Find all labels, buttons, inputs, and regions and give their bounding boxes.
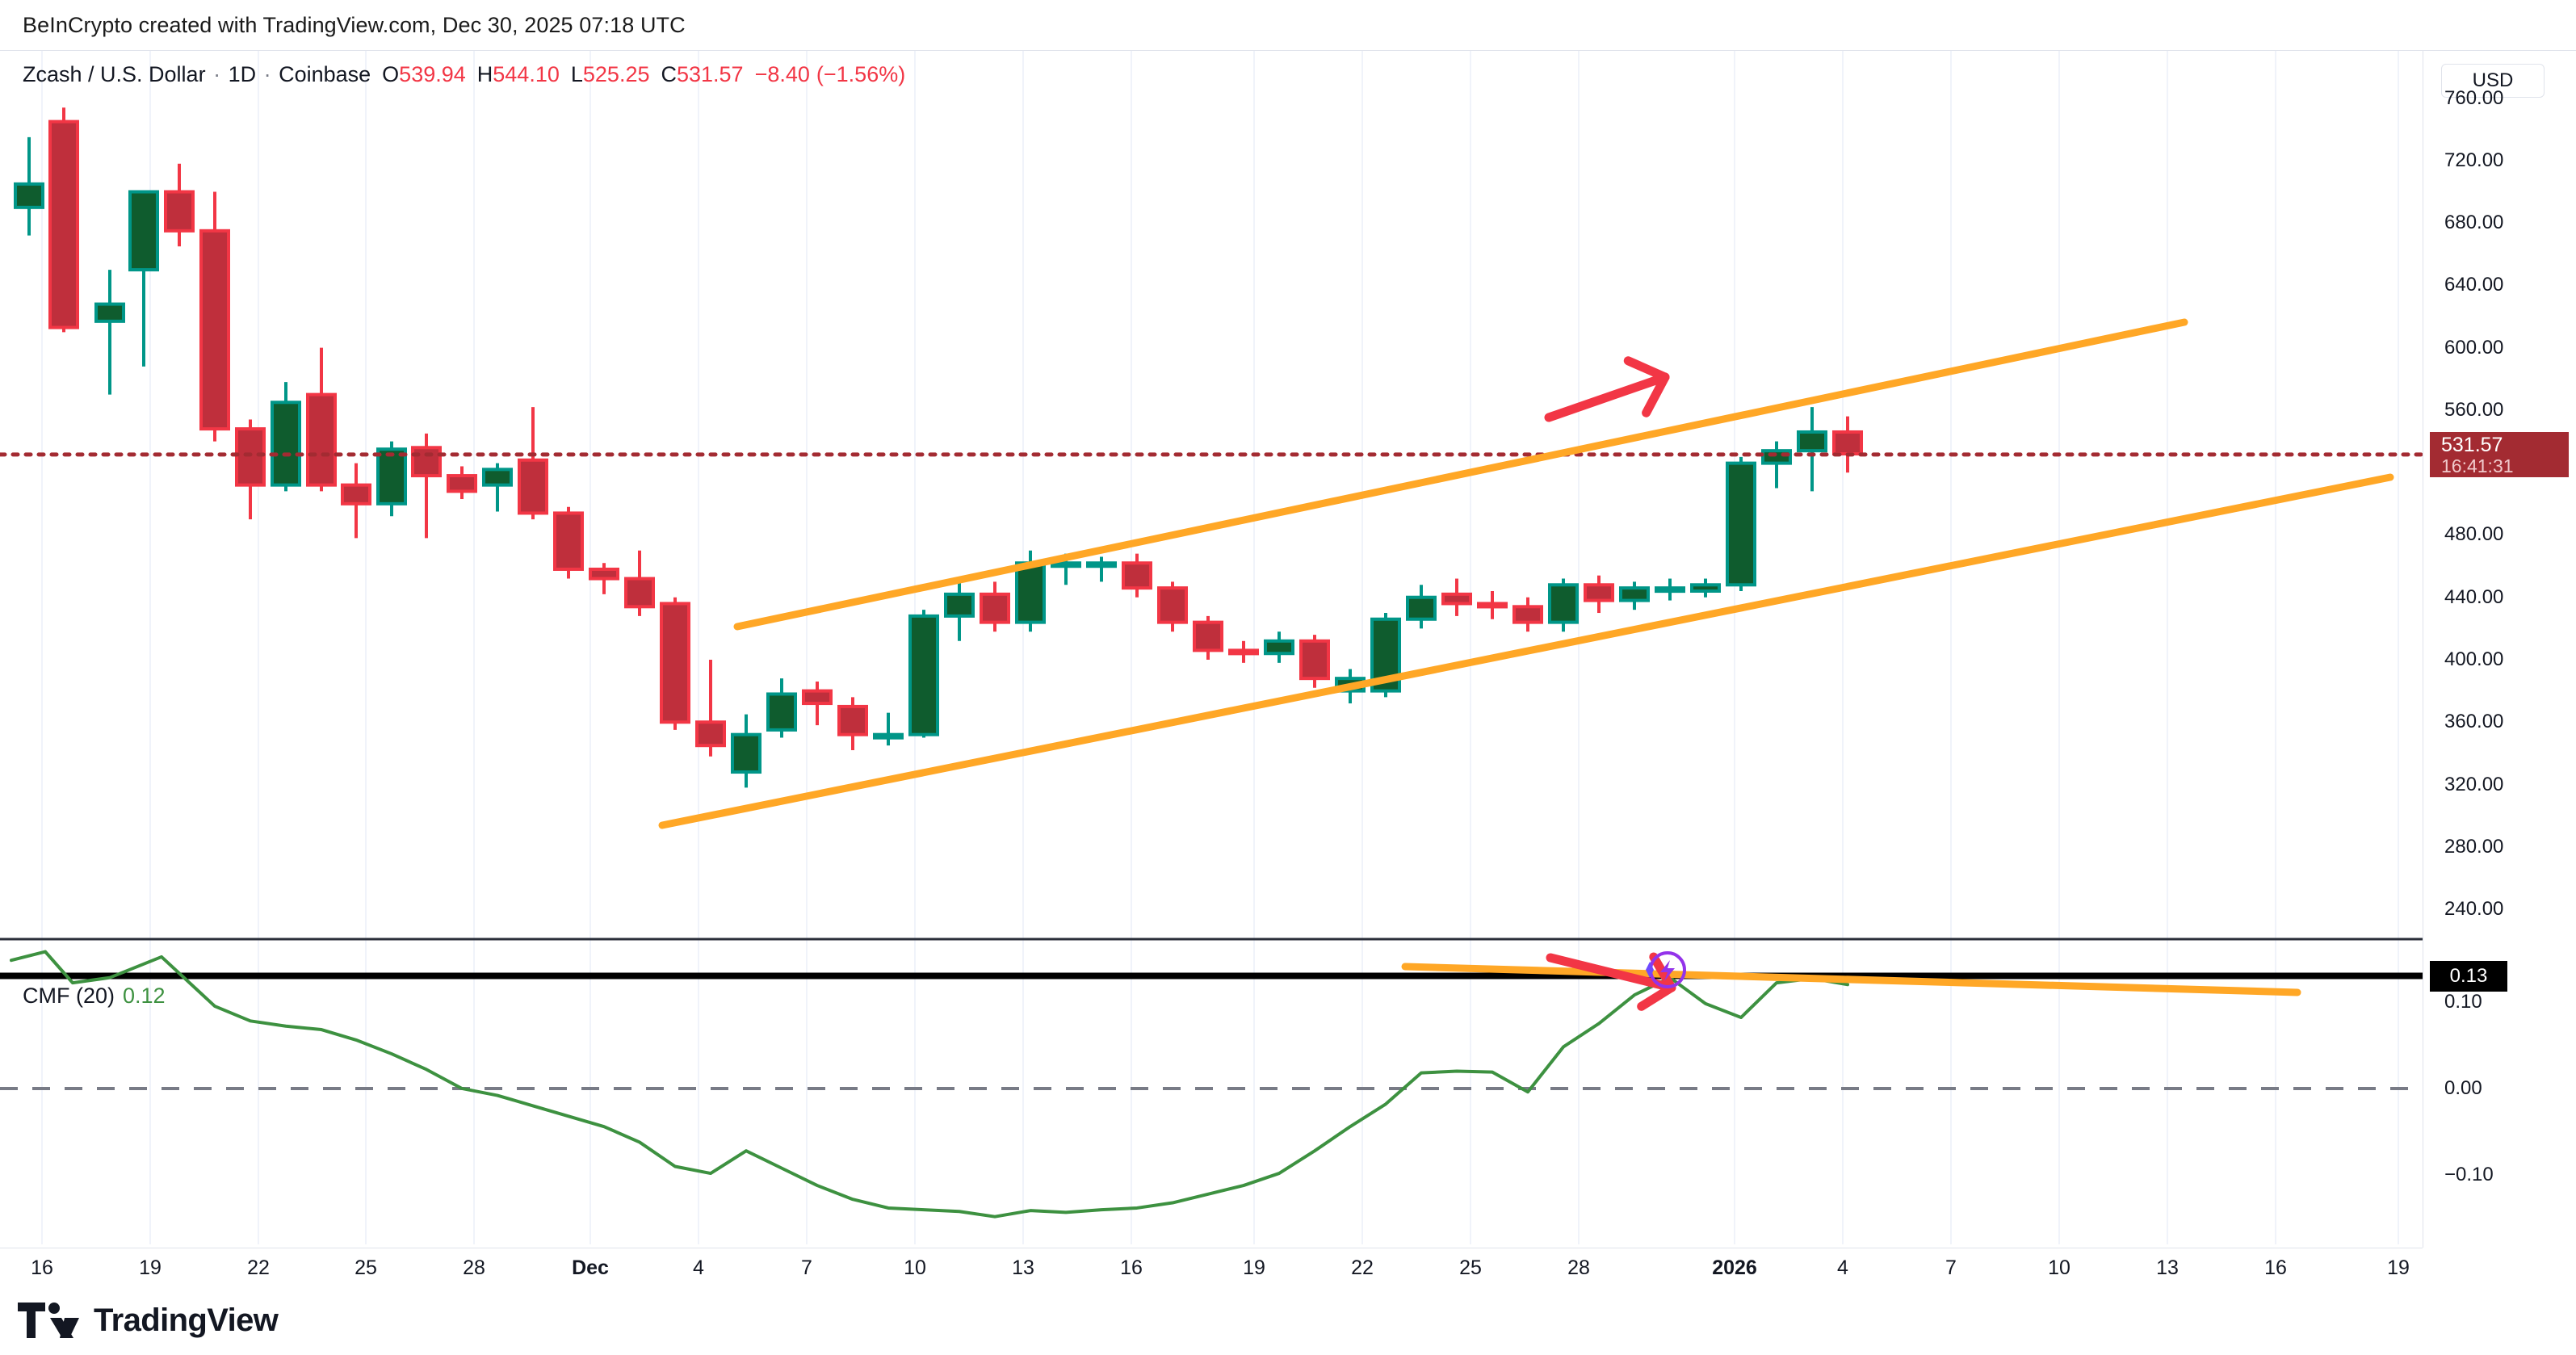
price-tick: 440.00 <box>2444 585 2504 608</box>
time-tick: 28 <box>1567 1256 1590 1279</box>
price-tick: 360.00 <box>2444 711 2504 733</box>
symbol-legend[interactable]: Zcash / U.S. Dollar · 1D · Coinbase O539.… <box>23 62 906 86</box>
price-tick: 480.00 <box>2444 523 2504 546</box>
last-price-value: 531.57 <box>2441 433 2503 456</box>
time-tick: 19 <box>1243 1256 1265 1279</box>
legend-low-label: L <box>570 62 583 86</box>
legend-close-label: C <box>661 62 677 86</box>
lightning-bolt-circle-icon[interactable] <box>1631 946 1689 996</box>
candlestick-series <box>14 107 1863 788</box>
time-tick: 19 <box>2387 1256 2410 1279</box>
price-tick: 320.00 <box>2444 773 2504 795</box>
time-tick: 13 <box>1012 1256 1034 1279</box>
time-axis[interactable]: 16 19 22 25 28 Dec 4 7 10 13 16 19 22 25 28 2026 4 7 10 13 1… <box>0 1248 2423 1286</box>
tradingview-logo-icon <box>18 1303 79 1338</box>
price-tick: 640.00 <box>2444 274 2504 296</box>
time-tick: 2026 <box>1712 1256 1757 1279</box>
time-tick: 16 <box>31 1256 53 1279</box>
time-tick: 25 <box>355 1256 377 1279</box>
cmf-axis[interactable]: 0.10 0.00 −0.10 0.13 <box>2423 939 2576 1248</box>
cmf-legend[interactable]: CMF (20) 0.12 <box>23 984 166 1009</box>
cmf-level-badge: 0.13 <box>2430 960 2507 992</box>
cmf-resistance-line <box>1401 963 2301 996</box>
price-tick: 280.00 <box>2444 835 2504 858</box>
time-tick: 4 <box>1837 1256 1848 1279</box>
legend-exchange[interactable]: Coinbase <box>279 62 371 86</box>
price-arrow-annotation[interactable] <box>1544 356 1670 422</box>
legend-symbol[interactable]: Zcash / U.S. Dollar <box>23 62 206 86</box>
legend-high-label: H <box>476 62 493 86</box>
cmf-tick: 0.10 <box>2444 990 2482 1013</box>
price-chart-pane[interactable] <box>0 51 2576 1286</box>
last-price-badge: 531.57 16:41:31 <box>2430 431 2569 477</box>
legend-low-value: 525.25 <box>582 62 650 86</box>
time-tick: Dec <box>572 1256 609 1279</box>
price-axis[interactable]: USD 760.00 720.00 680.00 640.00 600.00 560.00… <box>2423 51 2576 939</box>
legend-close-value: 531.57 <box>676 62 744 86</box>
legend-open-value: 539.94 <box>399 62 466 86</box>
time-tick: 4 <box>693 1256 704 1279</box>
legend-change-percent: (−1.56%) <box>816 62 906 86</box>
price-tick: 760.00 <box>2444 86 2504 109</box>
legend-open-label: O <box>382 62 400 86</box>
trend-channel[interactable] <box>658 318 2394 829</box>
legend-interval[interactable]: 1D <box>228 62 257 86</box>
time-tick: 22 <box>1351 1256 1374 1279</box>
legend-change: −8.40 <box>754 62 810 86</box>
price-tick: 680.00 <box>2444 212 2504 234</box>
time-tick: 28 <box>463 1256 485 1279</box>
time-tick: 10 <box>904 1256 926 1279</box>
grid-lines <box>0 51 2423 1244</box>
price-tick: 600.00 <box>2444 336 2504 359</box>
time-tick: 7 <box>801 1256 812 1279</box>
chart-frame: Zcash / U.S. Dollar · 1D · Coinbase O539.… <box>0 50 2576 1286</box>
price-tick: 560.00 <box>2444 398 2504 421</box>
tradingview-wordmark: TradingView <box>94 1302 279 1338</box>
price-tick: 400.00 <box>2444 648 2504 670</box>
time-tick: 13 <box>2156 1256 2179 1279</box>
attribution-bar: BeInCrypto created with TradingView.com,… <box>0 0 2576 50</box>
channel-upper-line <box>733 318 2188 631</box>
channel-lower-line <box>658 473 2394 829</box>
cmf-legend-value: 0.12 <box>123 984 166 1008</box>
time-tick: 25 <box>1459 1256 1482 1279</box>
legend-high-value: 544.10 <box>493 62 560 86</box>
time-tick: 16 <box>1120 1256 1143 1279</box>
cmf-tick: −0.10 <box>2444 1164 2494 1186</box>
attribution-text: BeInCrypto created with TradingView.com,… <box>23 12 686 37</box>
time-tick: 16 <box>2264 1256 2287 1279</box>
time-tick: 22 <box>247 1256 270 1279</box>
bar-countdown: 16:41:31 <box>2441 455 2514 476</box>
time-tick: 10 <box>2048 1256 2070 1279</box>
cmf-indicator-series <box>0 950 2423 1219</box>
footer-branding: TradingView <box>0 1286 2576 1355</box>
time-tick: 7 <box>1945 1256 1957 1279</box>
time-tick: 19 <box>139 1256 162 1279</box>
cmf-annotations[interactable] <box>1401 952 2301 1011</box>
cmf-legend-name[interactable]: CMF (20) <box>23 984 115 1008</box>
currency-badge[interactable]: USD <box>2441 64 2545 98</box>
price-tick: 720.00 <box>2444 149 2504 171</box>
price-tick: 240.00 <box>2444 898 2504 921</box>
cmf-tick: 0.00 <box>2444 1076 2482 1099</box>
